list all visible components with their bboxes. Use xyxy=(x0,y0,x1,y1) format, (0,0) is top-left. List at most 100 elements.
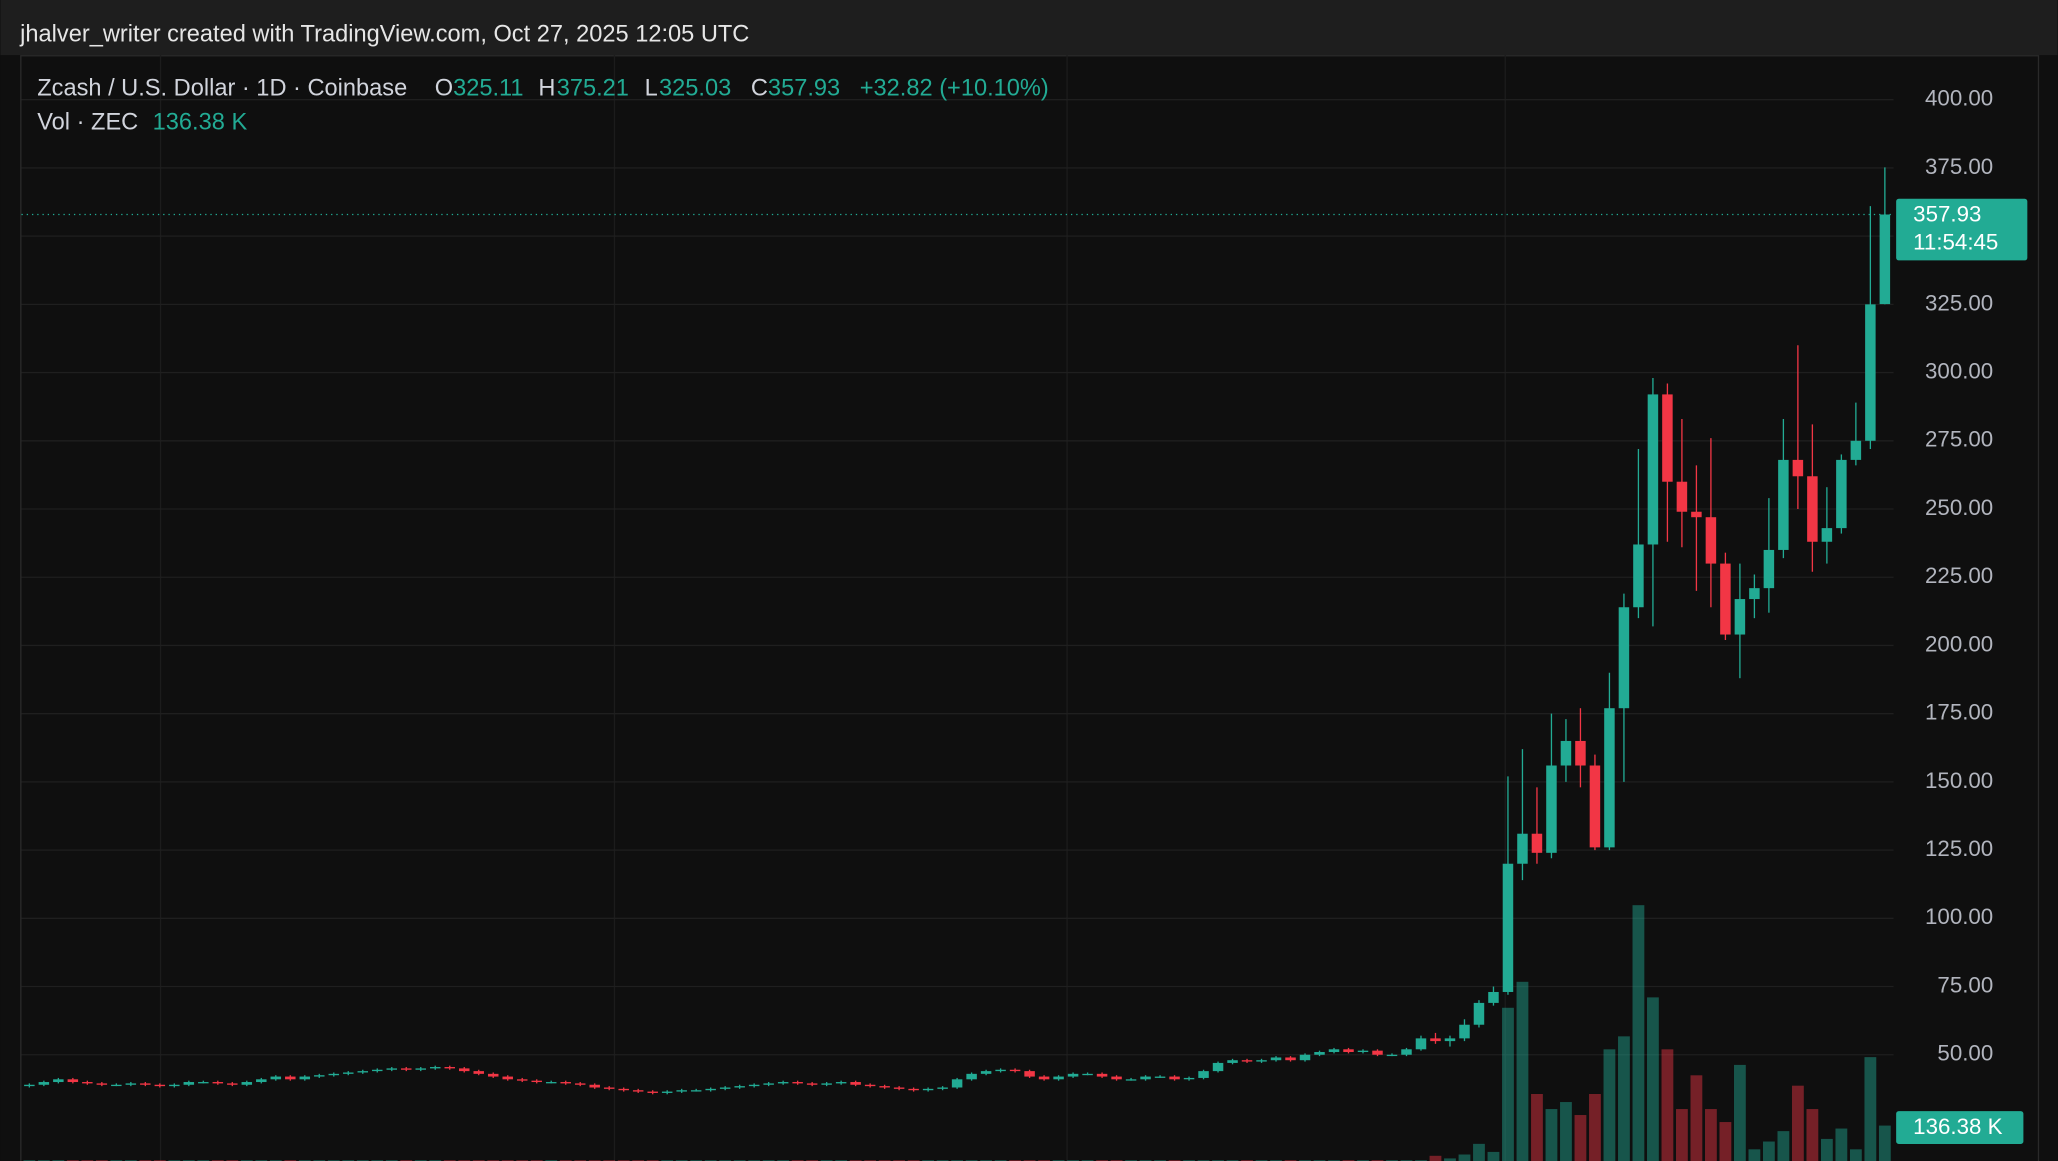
candle-body xyxy=(111,1084,122,1087)
candle-body xyxy=(1386,1054,1398,1057)
candle-body xyxy=(1604,708,1615,848)
candle-body xyxy=(1749,588,1760,600)
volume-bar xyxy=(1574,1115,1587,1161)
volume-bar xyxy=(1719,1122,1732,1161)
volume-bar xyxy=(1878,1125,1891,1161)
candle-body xyxy=(357,1071,369,1073)
candle-body xyxy=(285,1076,296,1080)
candle-body xyxy=(401,1068,412,1070)
candle-body xyxy=(1169,1076,1180,1080)
candle-body xyxy=(763,1083,774,1085)
candle-body xyxy=(1763,549,1775,589)
candle-body xyxy=(67,1079,79,1083)
ohlc-value: 325.03 xyxy=(659,75,731,101)
candle-body xyxy=(430,1067,441,1069)
candle-body xyxy=(1865,304,1876,441)
ohlc-value: 357.93 xyxy=(768,75,840,101)
volume-bar xyxy=(1429,1155,1442,1161)
volume-bar xyxy=(1777,1131,1790,1161)
candle-body xyxy=(1154,1076,1166,1078)
ohlc-letter: O xyxy=(435,75,453,101)
candle-body xyxy=(1038,1076,1050,1080)
candle-body xyxy=(1401,1049,1412,1055)
y-tick-label: 50.00 xyxy=(1937,1041,1993,1066)
candle-body xyxy=(1647,394,1659,545)
candle-body xyxy=(1111,1076,1122,1080)
y-tick-label: 400.00 xyxy=(1925,86,1993,111)
candle-body xyxy=(314,1075,325,1077)
candle-body xyxy=(24,1084,35,1087)
y-tick-label: 175.00 xyxy=(1925,700,1993,725)
volume-title: Vol · ZEC xyxy=(37,110,138,136)
candle-body xyxy=(1473,1002,1485,1025)
candle-body xyxy=(1241,1060,1253,1062)
ohlc-letter: C xyxy=(751,75,768,101)
candle-body xyxy=(444,1067,455,1069)
volume-bar xyxy=(1502,1007,1514,1161)
candle-body xyxy=(719,1087,731,1089)
candle-body xyxy=(603,1087,615,1089)
volume-bar xyxy=(1560,1102,1572,1161)
candle-body xyxy=(1227,1060,1238,1063)
candle-body xyxy=(835,1082,847,1084)
candle-body xyxy=(183,1082,195,1085)
candles xyxy=(21,167,1894,1095)
candle-body xyxy=(893,1087,905,1089)
candle-body xyxy=(1372,1050,1383,1055)
candle-body xyxy=(1183,1077,1195,1080)
candle-body xyxy=(1662,394,1673,482)
candle-body xyxy=(1328,1049,1340,1053)
volume-bar xyxy=(1748,1149,1761,1161)
candle-body xyxy=(1430,1038,1441,1042)
volume-bar xyxy=(1661,1049,1674,1161)
candle-body xyxy=(487,1073,499,1077)
watermark: jhalver_writer created with TradingView.… xyxy=(19,22,749,48)
volume-bar xyxy=(1473,1143,1485,1161)
volume-bar xyxy=(1849,1149,1862,1161)
volume-tag xyxy=(1896,1111,2024,1144)
candle-body xyxy=(502,1076,513,1080)
candle-body xyxy=(1575,740,1586,766)
candle-body xyxy=(748,1084,760,1087)
candle-body xyxy=(1517,833,1528,864)
ohlc-value: 375.21 xyxy=(557,75,629,101)
candle-body xyxy=(1691,511,1702,518)
candle-body xyxy=(908,1088,919,1091)
volume-bar xyxy=(1632,905,1645,1161)
volume-bar xyxy=(1545,1109,1558,1161)
candle-body xyxy=(212,1082,224,1084)
volume-bar xyxy=(1531,1093,1543,1161)
candle-body xyxy=(966,1073,977,1080)
candle-body xyxy=(328,1073,340,1076)
volume-bar xyxy=(1618,1036,1630,1161)
candle-body xyxy=(1053,1076,1064,1080)
candle-body xyxy=(270,1076,282,1080)
last-price-tag xyxy=(1896,198,2028,261)
y-tick-label: 325.00 xyxy=(1925,290,1993,315)
y-tick-label: 375.00 xyxy=(1925,154,1993,179)
volume-bar xyxy=(1647,997,1659,1161)
y-tick-label: 300.00 xyxy=(1925,358,1993,383)
candle-body xyxy=(198,1082,209,1084)
volume-bar xyxy=(1444,1158,1456,1161)
candle-body xyxy=(705,1088,716,1091)
candle-body xyxy=(864,1084,876,1087)
volume-bar xyxy=(1820,1138,1833,1161)
candle-body xyxy=(1125,1079,1137,1081)
candle-body xyxy=(1285,1057,1296,1061)
candle-body xyxy=(632,1090,644,1092)
candle-body xyxy=(850,1082,861,1085)
candle-body xyxy=(1633,544,1644,608)
candle-body xyxy=(1560,740,1572,766)
candle-body xyxy=(879,1086,890,1088)
candle-body xyxy=(690,1090,702,1092)
volume-bar xyxy=(1458,1154,1471,1161)
candle-body xyxy=(1024,1071,1035,1077)
candle-body xyxy=(1299,1054,1311,1061)
volume-bar xyxy=(1690,1075,1703,1161)
candle-body xyxy=(734,1086,745,1088)
candle-body xyxy=(1488,991,1499,1003)
candle-body xyxy=(1720,563,1731,635)
candle-body xyxy=(343,1072,354,1074)
